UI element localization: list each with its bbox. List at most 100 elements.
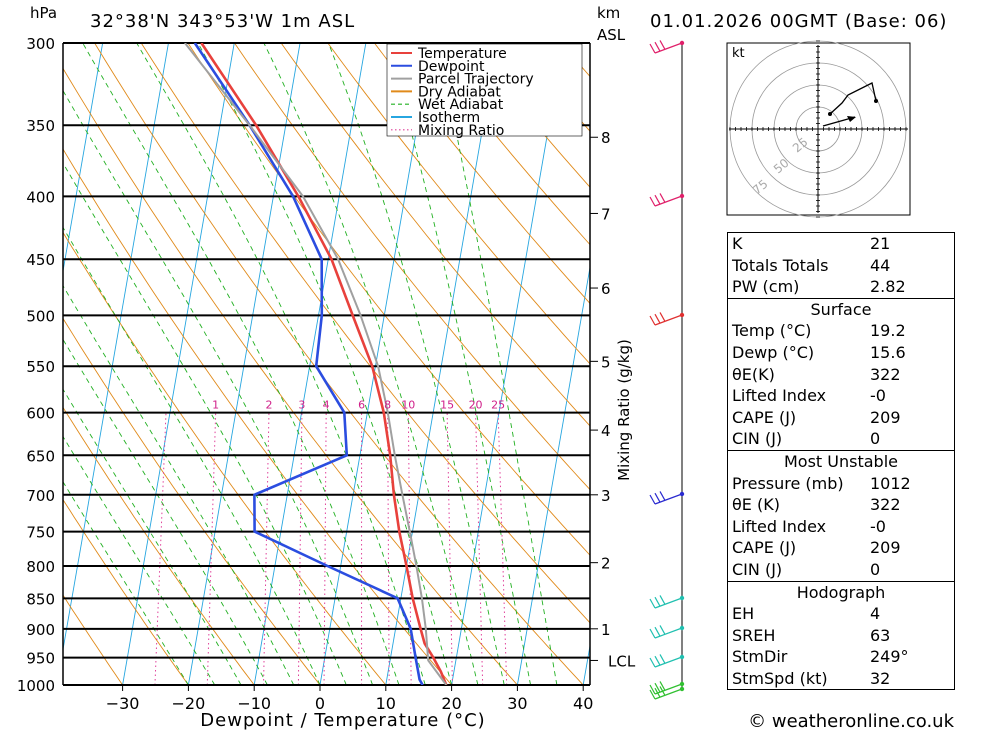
temperature-tick-label: 30 (507, 694, 527, 713)
pressure-tick-label: 900 (26, 621, 55, 639)
table-value: 0 (870, 428, 950, 450)
surface-row: Lifted Index-0 (728, 385, 954, 407)
pressure-tick-label: 750 (26, 524, 55, 542)
wind-barb-flag (660, 40, 665, 49)
wind-barb-staff (655, 315, 682, 325)
pressure-tick-label: 950 (26, 650, 55, 668)
wind-barb-flag (655, 683, 660, 692)
table-label: θE(K) (732, 364, 775, 386)
mixing-ratio-label: 25 (491, 399, 505, 412)
pressure-axis: 3003504004505005506006507007508008509009… (17, 35, 55, 695)
index-row: K 21 (728, 233, 954, 255)
table-value: 322 (870, 494, 950, 516)
wind-barb-flag (655, 656, 660, 665)
pressure-tick-label: 1000 (17, 677, 55, 695)
mixing-ratio-label: 1 (212, 399, 219, 412)
km-label: km (597, 4, 620, 22)
datetime-title: 01.01.2026 00GMT (Base: 06) (650, 11, 947, 32)
pressure-tick-label: 350 (26, 117, 55, 135)
table-value: 19.2 (870, 320, 950, 342)
table-label: CIN (J) (732, 428, 782, 450)
hodograph-row: EH 4 (728, 603, 954, 625)
hpa-label: hPa (30, 4, 57, 22)
temperature-tick-label: −30 (106, 694, 140, 713)
pressure-tick-label: 550 (26, 358, 55, 376)
wind-barb-staff (655, 684, 682, 694)
credit-text: © weatheronline.co.uk (748, 711, 954, 732)
surface-row: Dewp (°C)15.6 (728, 342, 954, 364)
wind-barb-flag (650, 316, 655, 325)
table-value: 4 (870, 603, 950, 625)
table-value: 322 (870, 364, 950, 386)
table-value: 21 (870, 233, 950, 255)
isotherm-line (583, 43, 695, 685)
mixing-ratio-label: 20 (469, 399, 483, 412)
wind-barb-flag (655, 493, 660, 502)
table-value: 209 (870, 407, 950, 429)
location-title: 32°38'N 343°53'W 1m ASL (90, 11, 355, 32)
most-unstable-row: CIN (J)0 (728, 559, 954, 581)
wind-barb-flag (660, 193, 665, 202)
wind-barb-staff (655, 196, 682, 206)
wind-barb-flag (650, 495, 655, 504)
hodograph-section-title: Hodograph (728, 581, 954, 604)
most-unstable-row: θE (K)322 (728, 494, 954, 516)
table-label: Dewp (°C) (732, 342, 814, 364)
mixing-ratio-label: 15 (440, 399, 454, 412)
wind-barb-flag (650, 44, 655, 53)
wind-barb-flag (660, 625, 665, 634)
km-tick-label: 5 (601, 353, 611, 371)
wind-barb-flag (650, 658, 655, 667)
temperature-tick-label: 40 (573, 694, 593, 713)
table-label: CAPE (J) (732, 407, 796, 429)
wind-barb-flag (660, 681, 665, 690)
pressure-tick-label: 600 (26, 405, 55, 423)
pressure-tick-label: 850 (26, 590, 55, 608)
mixing-ratio-axis-label: Mixing Ratio (g/kg) (615, 339, 633, 481)
wind-barb-flag (660, 595, 665, 604)
wind-barb-flag (660, 491, 665, 500)
asl-label: ASL (597, 26, 626, 44)
surface-row: CIN (J) 0 (728, 428, 954, 450)
wind-barb-staff (655, 628, 682, 638)
wind-barb-flag (655, 314, 660, 323)
most-unstable-section-title: Most Unstable (728, 450, 954, 473)
surface-row: Temp (°C) 19.2 (728, 320, 954, 342)
table-value: -0 (870, 385, 950, 407)
wind-barb-flag (660, 654, 665, 663)
wind-barb-flag (650, 629, 655, 638)
wind-barb-flag (650, 197, 655, 206)
km-tick-label: 7 (601, 205, 611, 223)
table-label: StmSpd (kt) (732, 668, 828, 690)
pressure-tick-label: 400 (26, 188, 55, 206)
pressure-tick-label: 300 (26, 35, 55, 53)
wind-barb-flag (660, 312, 665, 321)
most-unstable-row: CAPE (J)209 (728, 537, 954, 559)
x-axis-label: Dewpoint / Temperature (°C) (200, 710, 485, 731)
surface-section-title: Surface (728, 298, 954, 321)
pressure-tick-label: 700 (26, 487, 55, 505)
table-value: 32 (870, 668, 950, 690)
hodograph-unit-label: kt (732, 46, 745, 61)
table-label: Totals Totals (732, 255, 829, 277)
table-label: PW (cm) (732, 276, 799, 298)
hodograph-point (828, 112, 832, 116)
table-label: EH (732, 603, 754, 625)
table-label: CIN (J) (732, 559, 782, 581)
wind-barb-staff (655, 43, 682, 53)
pressure-tick-label: 800 (26, 558, 55, 576)
table-label: Temp (°C) (732, 320, 811, 342)
wind-barb-flag (655, 597, 660, 606)
km-tick-label: 4 (601, 422, 611, 440)
table-label: K (732, 233, 743, 255)
table-value: 2.82 (870, 276, 950, 298)
km-tick-label: 2 (601, 555, 611, 573)
pressure-tick-label: 450 (26, 251, 55, 269)
surface-row: CAPE (J) 209 (728, 407, 954, 429)
wind-barbs (650, 40, 684, 699)
mixing-ratio-label: 10 (401, 399, 415, 412)
